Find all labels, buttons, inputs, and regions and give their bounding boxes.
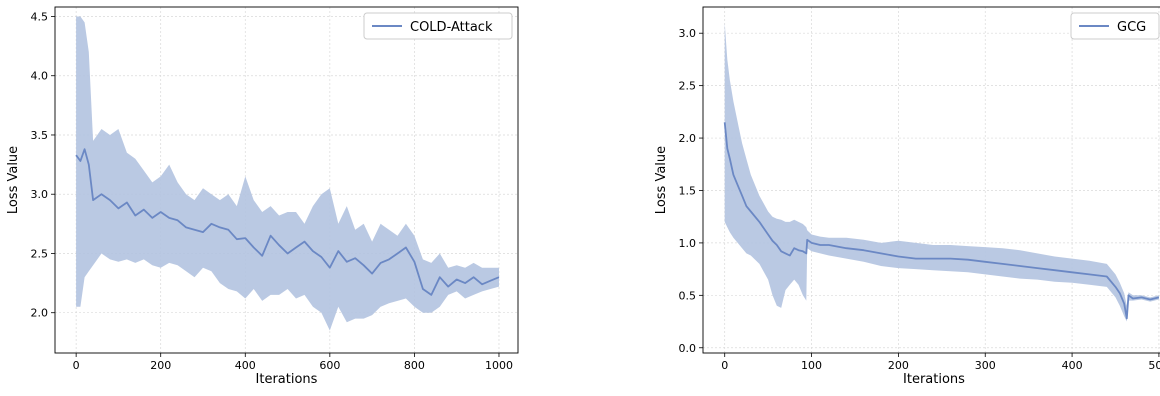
legend-box <box>1070 12 1160 40</box>
y-tick-label: 0.5 <box>679 289 697 302</box>
confidence-band <box>724 22 1159 322</box>
x-ticks: 0 100 200 300 400 500 <box>721 353 1160 372</box>
legend-box <box>363 12 513 40</box>
x-axis-label: Iterations <box>256 372 318 387</box>
y-ticks: 0.0 0.5 1.0 1.5 2.0 2.5 3.0 <box>679 27 703 355</box>
x-tick-label: 0 <box>73 359 80 372</box>
y-tick-label: 4.5 <box>31 10 49 23</box>
x-tick-label: 200 <box>150 359 171 372</box>
plot-frame <box>702 6 1160 354</box>
series-line <box>75 148 500 296</box>
x-tick-label: 1000 <box>485 359 513 372</box>
x-tick-label: 400 <box>235 359 256 372</box>
chart-cold-attack: 0 200 400 600 800 1000 2.0 2.5 3.0 3.5 4.0 4.5 Ite… <box>6 6 519 387</box>
x-tick-label: 600 <box>319 359 340 372</box>
y-tick-label: 1.5 <box>679 184 697 197</box>
x-ticks: 0 200 400 600 800 1000 <box>73 353 513 372</box>
y-tick-label: 4.0 <box>31 70 49 83</box>
confidence-band <box>76 16 499 331</box>
y-tick-label: 3.5 <box>31 129 49 142</box>
y-tick-label: 0.0 <box>679 342 697 355</box>
x-axis-label: Iterations <box>903 372 965 387</box>
y-tick-label: 1.0 <box>679 237 697 250</box>
x-tick-label: 0 <box>721 359 728 372</box>
plot-frame <box>54 6 519 354</box>
x-tick-label: 500 <box>1148 359 1160 372</box>
y-tick-label: 2.5 <box>679 80 697 93</box>
x-tick-label: 300 <box>975 359 996 372</box>
legend: COLD-Attack <box>363 12 513 40</box>
legend-label: COLD-Attack <box>410 20 493 35</box>
x-tick-label: 200 <box>888 359 909 372</box>
legend-label: GCG <box>1117 20 1146 35</box>
chart-gcg: 0 100 200 300 400 500 0.0 0.5 1.0 1.5 2.0 2.5 3.0 I… <box>654 6 1160 387</box>
plot-area <box>703 7 1160 353</box>
x-tick-label: 400 <box>1062 359 1083 372</box>
y-tick-label: 2.5 <box>31 247 49 260</box>
y-tick-label: 2.0 <box>31 307 49 320</box>
y-tick-label: 3.0 <box>679 27 697 40</box>
y-tick-label: 2.0 <box>679 132 697 145</box>
legend: GCG <box>1070 12 1160 40</box>
x-tick-label: 100 <box>801 359 822 372</box>
series-line <box>723 122 1160 320</box>
y-ticks: 2.0 2.5 3.0 3.5 4.0 4.5 <box>31 10 55 320</box>
y-axis-label: Loss Value <box>6 146 21 214</box>
y-tick-label: 3.0 <box>31 188 49 201</box>
y-axis-label: Loss Value <box>654 146 669 214</box>
x-tick-label: 800 <box>404 359 425 372</box>
